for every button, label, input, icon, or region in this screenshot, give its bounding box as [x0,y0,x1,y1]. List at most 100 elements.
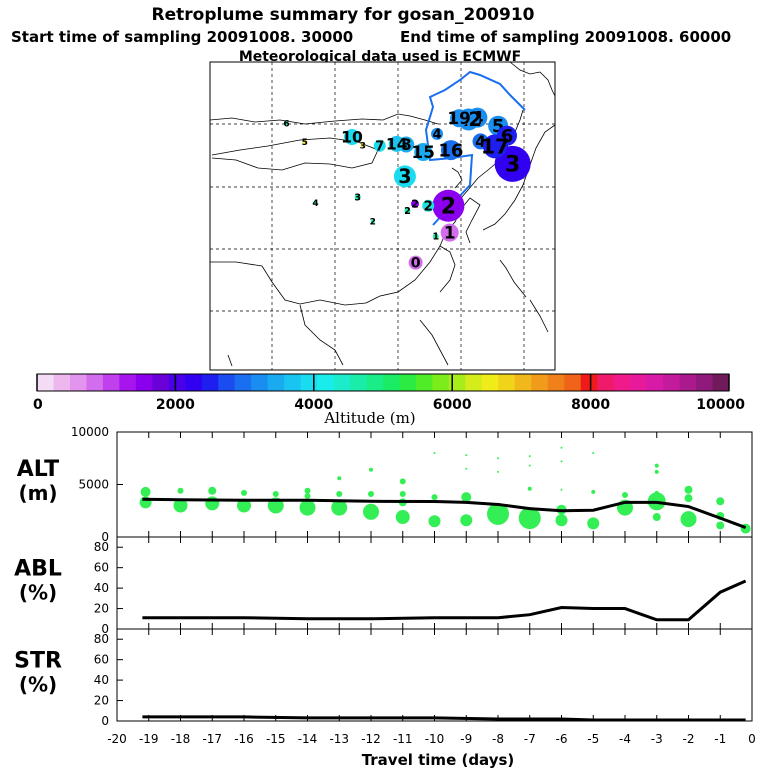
alt-scatter-point [497,470,499,473]
trajectory-path [424,70,526,226]
colorbar-cell [53,374,71,391]
colorbar-cell [679,374,697,391]
alt-scatter-point [395,510,410,525]
colorbar-cell [300,374,318,391]
x-tick-label: -9 [460,732,472,746]
colorbar-cell [284,374,302,391]
map-marker [494,145,531,182]
alt-mean-line [142,497,747,529]
x-tick-label: -6 [556,732,568,746]
map-marker-label: 19 [447,108,470,128]
alt-scatter-point [591,489,596,494]
map-marker-label: 3 [505,153,520,178]
y-tick-label: 40 [94,673,109,687]
map-marker [373,139,386,152]
colorbar-cell [481,374,499,391]
alt-scatter-point [460,514,473,527]
y-tick-label: 80 [94,540,109,554]
map-marker [388,135,405,152]
trajectory-map: 011222223333444455667810121415161719 [209,61,556,371]
alt-scatter-point [369,467,373,472]
alt-scatter-point [368,490,374,497]
colorbar-cell [663,374,681,391]
alt-scatter-point [528,455,531,458]
y-tick-label: 0 [101,714,109,728]
map-marker [431,127,444,140]
x-axis-title: Travel time (days) [362,751,515,768]
colorbar-cell [399,374,417,391]
colorbar-cell [119,374,137,391]
alt-scatter-point [654,469,659,474]
y-tick-label: 20 [94,694,109,708]
abl-axis-label: ABL [14,557,62,582]
end-time-label: End time of sampling 20091008. 60000 [400,28,731,46]
colorbar-cell [185,374,203,391]
alt-scatter-point [592,452,595,454]
alt-scatter-point [560,488,563,491]
x-tick-label: 0 [748,732,756,746]
alt-scatter-point [684,494,693,503]
alt-scatter-point [684,485,693,494]
map-marker-label: 0 [411,256,421,272]
map-marker-label: 8 [401,136,412,154]
alt-scatter-point [337,476,342,481]
trajectory-markers: 011222223333444455667810121415161719 [283,107,531,272]
met-data-label: Meteorological data used is ECMWF [239,49,521,65]
colorbar-cell [646,374,664,391]
colorbar-cell [267,374,285,391]
colorbar-cell [251,374,269,391]
colorbar-cell [350,374,368,391]
alt-scatter-point [304,493,311,500]
alt-scatter-point [363,503,379,520]
colorbar-cell [86,374,104,391]
map-marker [440,223,459,242]
abl-axis-unit: (%) [19,581,57,605]
colorbar-cell [415,374,433,391]
colorbar-cell [234,374,252,391]
x-tick-label: -12 [361,732,381,746]
colorbar-cell [333,374,351,391]
y-tick-label: 60 [94,653,109,667]
map-marker [393,165,416,188]
alt-scatter-point [399,490,406,497]
map-frame [209,61,556,371]
y-tick-label: 80 [94,632,109,646]
y-tick-label: 5000 [78,478,109,492]
x-tick-label: -1 [714,732,726,746]
map-marker-label: 7 [375,139,384,154]
colorbar-tick-label: 0 [33,397,43,413]
x-tick-label: -18 [171,732,191,746]
colorbar-cell [135,374,153,391]
map-marker-label: 15 [412,142,435,162]
colorbar-tick-label: 4000 [294,397,333,413]
x-tick-label: -3 [651,732,663,746]
map-marker [450,109,469,128]
alt-scatter-point [461,492,472,503]
x-tick-label: -8 [492,732,504,746]
alt-scatter-point [518,507,541,530]
abl-panel: ABL(%) 80 60 40 20 0 [14,536,753,636]
map-marker-label: 5 [302,138,308,148]
map-marker [411,199,420,208]
colorbar-cell [630,374,648,391]
alt-scatter-point [272,490,279,497]
colorbar-cell [168,374,186,391]
map-marker [483,134,508,159]
alt-scatter-point [299,499,316,516]
map-marker [432,233,439,240]
colorbar-tick-label: 6000 [433,397,472,413]
map-marker-label: 6 [283,119,289,129]
y-tick-label: 40 [94,581,109,595]
alt-scatter-point [716,521,725,530]
colorbar-label: Altitude (m) [323,409,415,427]
map-marker-label: 2 [411,198,419,211]
x-tick-label: -16 [234,732,254,746]
map-marker [414,143,433,161]
alt-scatter-point [652,513,661,522]
alt-scatter-point [173,498,188,513]
map-marker [408,255,423,270]
colorbar-cell [712,374,730,391]
alt-scatter-point [465,454,468,457]
map-marker [440,140,461,161]
